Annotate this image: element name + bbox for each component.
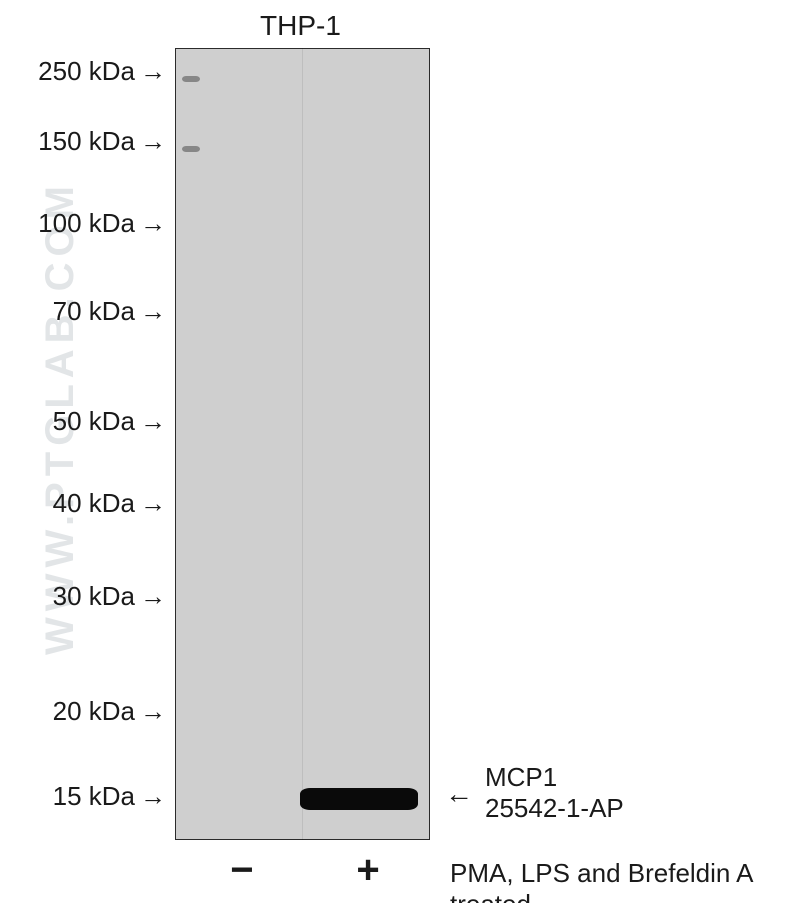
treatment-minus: − xyxy=(222,848,262,893)
mw-label-250: 250 kDa xyxy=(5,56,135,87)
mw-arrow-150: → xyxy=(140,126,166,157)
mw-label-100: 100 kDa xyxy=(5,208,135,239)
faint-band-250 xyxy=(182,76,200,82)
result-arrow-icon: ← xyxy=(445,778,473,810)
mw-arrow-30: → xyxy=(140,581,166,612)
result-label-line2: 25542-1-AP xyxy=(485,793,624,824)
treatment-plus: + xyxy=(348,848,388,893)
mw-label-40: 40 kDa xyxy=(5,488,135,519)
mw-arrow-20: → xyxy=(140,696,166,727)
result-label: MCP1 25542-1-AP xyxy=(485,762,624,824)
sample-label: THP-1 xyxy=(260,10,341,42)
mw-arrow-50: → xyxy=(140,406,166,437)
result-label-line1: MCP1 xyxy=(485,762,624,793)
mw-arrow-15: → xyxy=(140,781,166,812)
faint-band-150 xyxy=(182,146,200,152)
mcp1-band xyxy=(300,788,418,810)
mw-label-50: 50 kDa xyxy=(5,406,135,437)
mw-label-30: 30 kDa xyxy=(5,581,135,612)
mw-label-20: 20 kDa xyxy=(5,696,135,727)
figure-root: WWW.PTGLAB.COM THP-1 250 kDa → 150 kDa →… xyxy=(0,0,800,903)
mw-label-150: 150 kDa xyxy=(5,126,135,157)
mw-arrow-70: → xyxy=(140,296,166,327)
mw-arrow-40: → xyxy=(140,488,166,519)
lane-divider xyxy=(302,48,303,840)
mw-label-15: 15 kDa xyxy=(5,781,135,812)
mw-arrow-100: → xyxy=(140,208,166,239)
mw-arrow-250: → xyxy=(140,56,166,87)
mw-label-70: 70 kDa xyxy=(5,296,135,327)
treatment-label: PMA, LPS and Brefeldin A treated xyxy=(450,858,800,903)
